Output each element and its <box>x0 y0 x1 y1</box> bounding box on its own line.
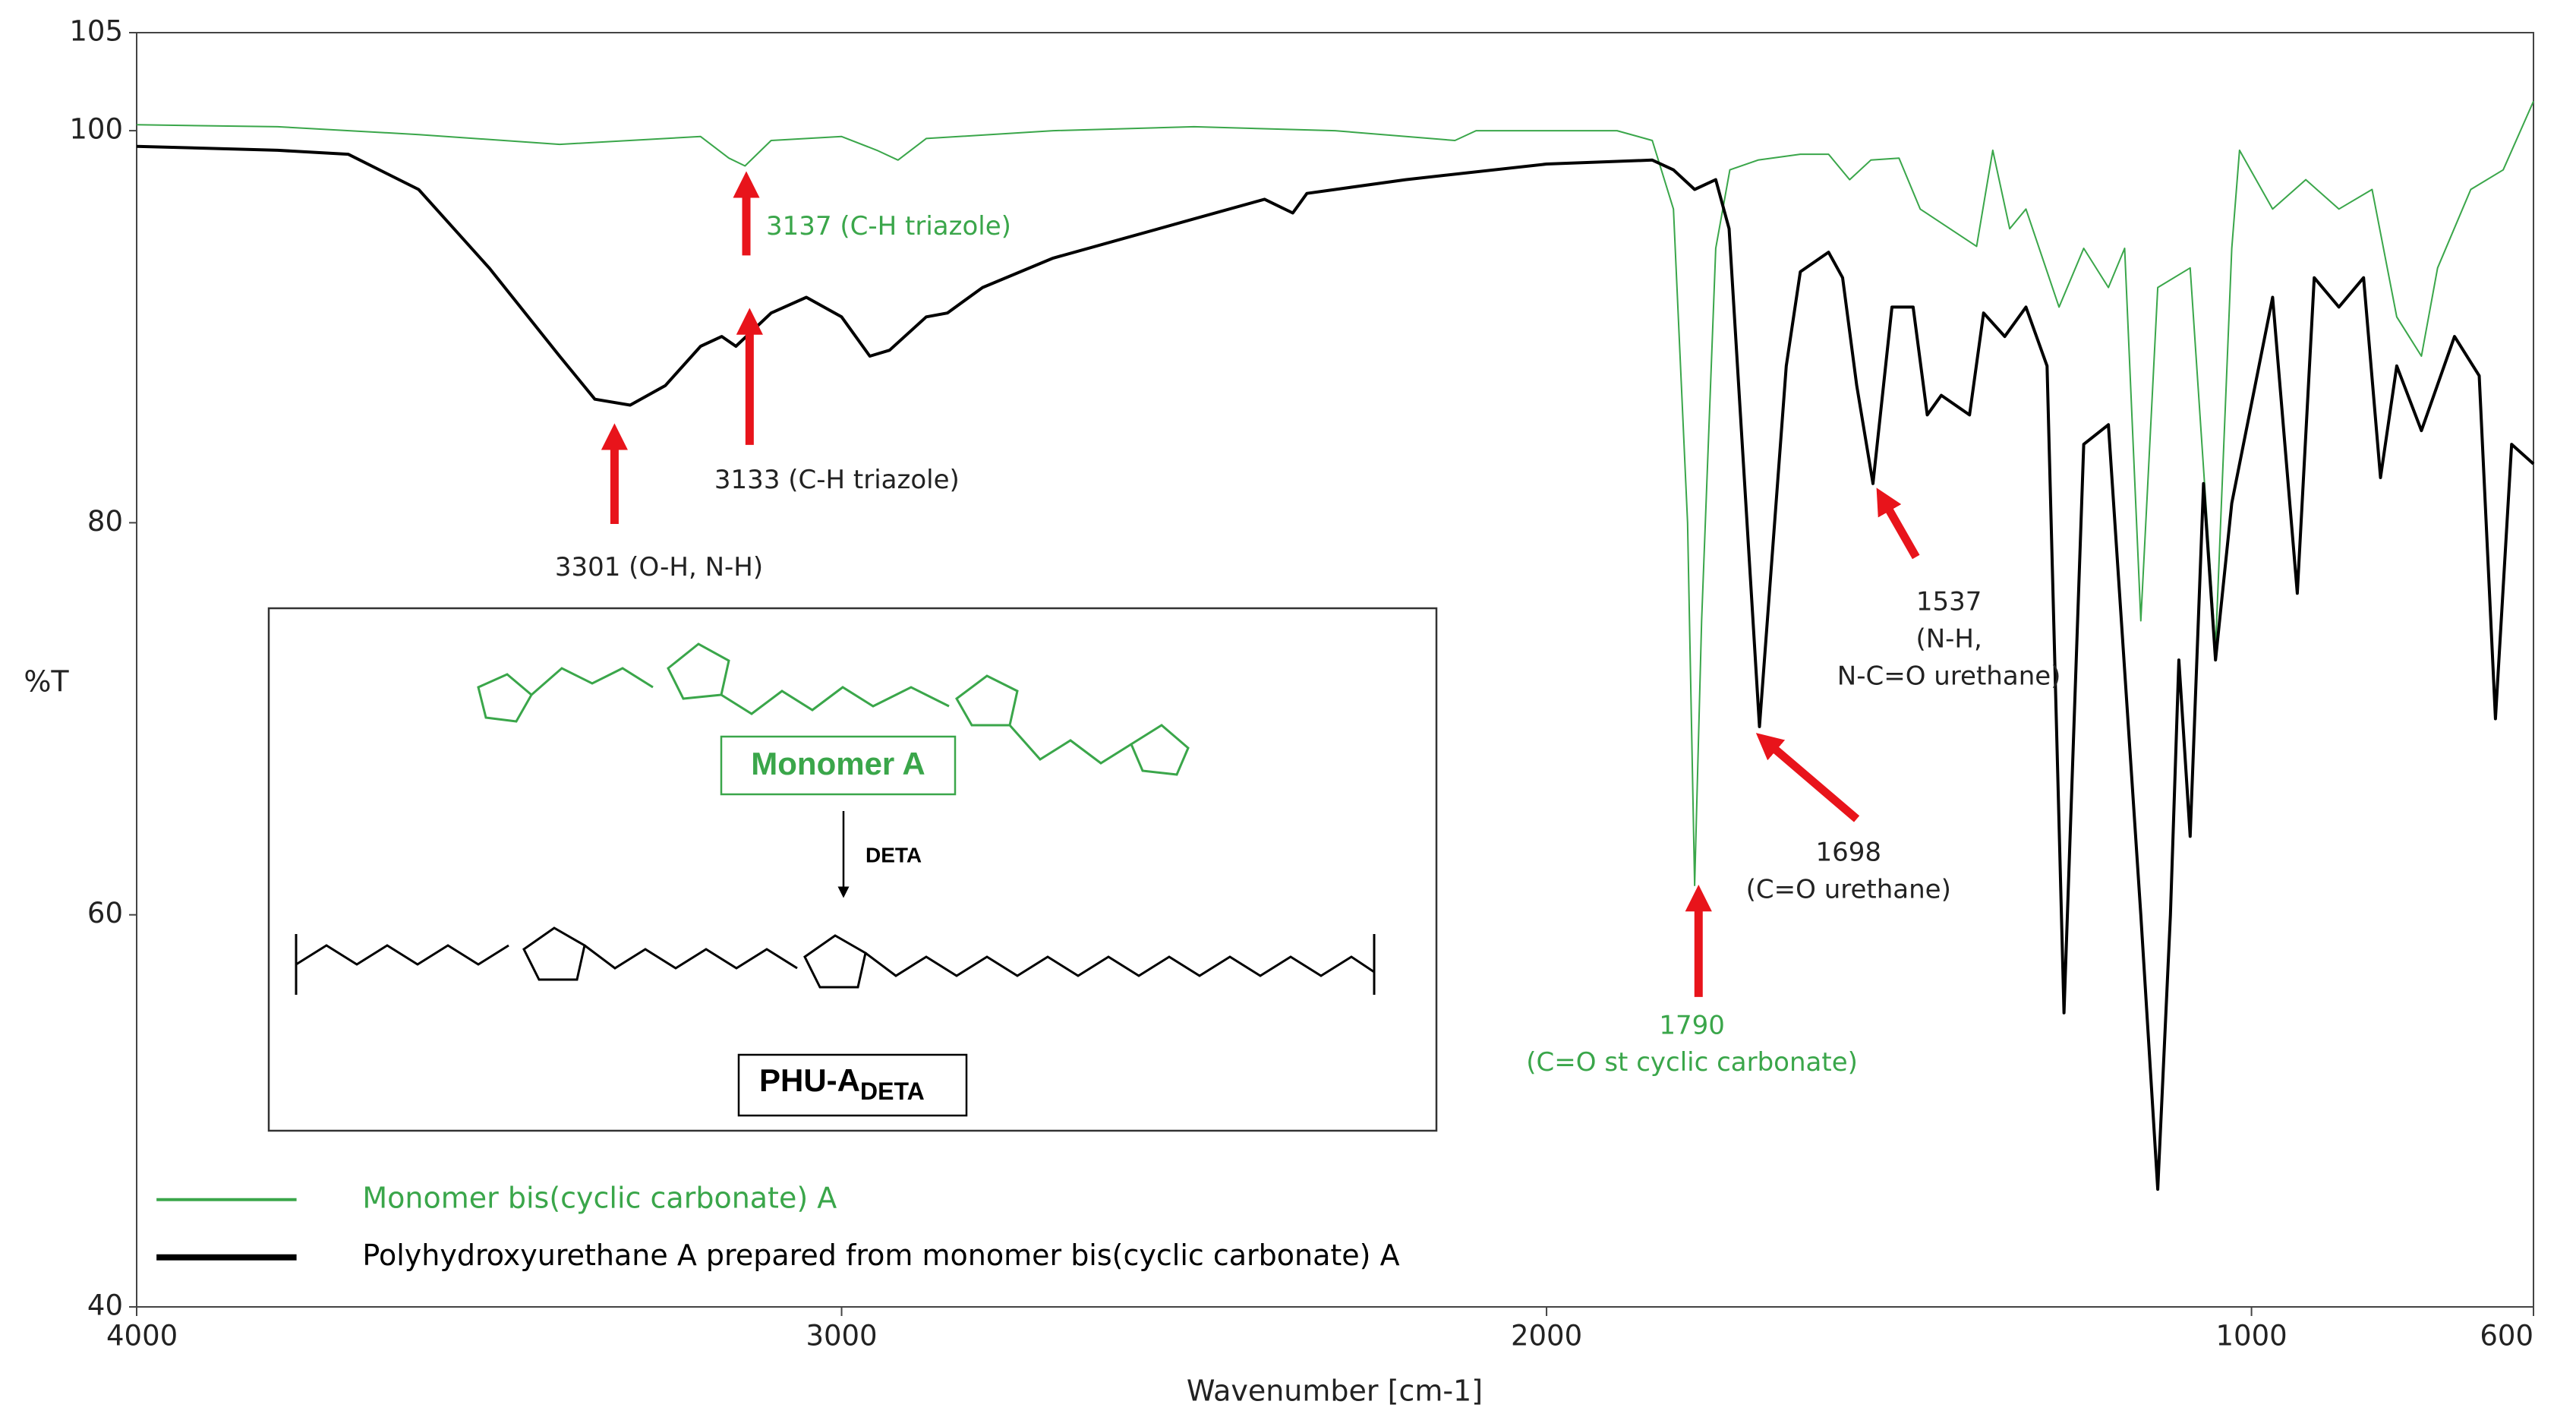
annotation-text: 1790 <box>1659 1010 1725 1040</box>
annotation-text: 3137 (C-H triazole) <box>766 211 1011 241</box>
x-tick-label: 1000 <box>2216 1320 2288 1352</box>
y-tick-label: 105 <box>69 15 123 48</box>
annotation-text: (C=O st cyclic carbonate) <box>1526 1047 1858 1078</box>
product-label-box <box>737 1053 968 1117</box>
x-axis-label: Wavenumber [cm-1] <box>1187 1374 1483 1408</box>
annotation-text: 3133 (C-H triazole) <box>714 465 960 495</box>
monomer-label-box <box>720 735 957 796</box>
annotation-text: (N-H, <box>1915 624 1982 655</box>
x-tick-label: 3000 <box>806 1320 877 1352</box>
product-label: PHU-ADETA <box>759 1062 925 1105</box>
monomer-label: Monomer A <box>751 746 925 781</box>
series-line <box>136 144 2535 1191</box>
series-line <box>136 100 2534 886</box>
annotation-text: (C=O urethane) <box>1746 874 1951 904</box>
y-tick-label: 60 <box>87 897 123 929</box>
x-tick-label: 600 <box>2480 1320 2533 1352</box>
x-tick-label: 2000 <box>1511 1320 1582 1352</box>
annotation-arrow <box>1876 488 1920 560</box>
monomer-structure <box>477 642 1190 776</box>
legend-label: Monomer bis(cyclic carbonate) A <box>362 1181 837 1214</box>
annotation-text: N-C=O urethane) <box>1837 661 2061 691</box>
inset-frame <box>267 607 1438 1132</box>
product-name: PHU-A <box>759 1062 860 1098</box>
annotation-text: 3301 (O-H, N-H) <box>555 552 763 582</box>
polymer-structure <box>295 926 1376 995</box>
y-axis-label: %T <box>24 665 69 699</box>
annotation-arrow <box>1755 733 1860 822</box>
y-tick-label: 80 <box>87 505 123 538</box>
reagent-label: DETA <box>865 843 922 866</box>
inset: Monomer A DETA PHU-ADETA <box>267 607 1438 1132</box>
product-subscript: DETA <box>860 1078 925 1105</box>
plot-frame <box>136 32 2534 1308</box>
y-tick-label: 40 <box>87 1289 123 1322</box>
legend-label: Polyhydroxyurethane A prepared from mono… <box>362 1239 1399 1272</box>
y-tick-label: 100 <box>69 113 123 146</box>
annotation-text: 1698 <box>1815 838 1881 868</box>
x-tick-label: 4000 <box>106 1320 178 1352</box>
annotation-text: 1537 <box>1916 587 1982 617</box>
